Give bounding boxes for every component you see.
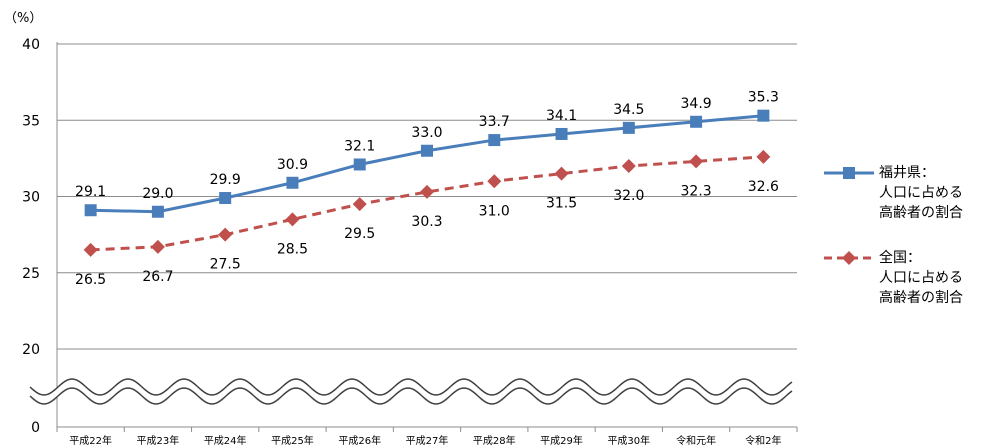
tick-labels: 0 20 25 30 35 40 平成22年 平成23年 平成24年 平成25年 平成26年 平成27…: [22, 37, 781, 447]
legend-label-line: 高齢者の割合: [879, 290, 963, 306]
data-point-diamond: [689, 154, 704, 169]
axis-break-line: [29, 387, 793, 405]
y-axis-unit-label: （%）: [4, 11, 42, 26]
y-tick-label: 25: [22, 266, 40, 282]
data-label: 34.9: [681, 96, 712, 112]
data-point-square: [690, 115, 703, 128]
x-tick-label: 平成30年: [607, 434, 650, 447]
data-label: 26.5: [75, 272, 106, 288]
data-label: 30.9: [277, 157, 308, 173]
legend-label-line: 人口に占める: [879, 185, 963, 201]
series-markers: [83, 109, 771, 257]
data-point-diamond: [352, 197, 367, 212]
data-point-square: [488, 134, 501, 147]
data-label: 29.1: [75, 184, 106, 200]
legend-swatch-diamond-icon: [824, 251, 874, 265]
data-point-diamond: [487, 174, 502, 189]
data-point-square: [421, 144, 433, 157]
x-tick-label: 令和2年: [745, 434, 781, 447]
data-point-diamond: [285, 212, 300, 227]
data-label: 32.3: [681, 183, 712, 199]
data-point-diamond: [83, 242, 98, 257]
data-label: 33.0: [411, 125, 442, 141]
legend-label-line: 全国：: [879, 250, 921, 266]
data-label: 27.5: [210, 257, 241, 273]
data-label: 26.7: [142, 269, 173, 285]
legend-swatch-square-icon: [824, 167, 874, 179]
data-point-square: [353, 158, 366, 171]
data-point-diamond: [621, 159, 636, 173]
data-label: 29.9: [210, 172, 241, 188]
data-label: 29.5: [344, 226, 375, 242]
data-label: 32.1: [344, 138, 375, 154]
y-tick-label: 35: [22, 113, 40, 129]
x-tick-label: 令和元年: [676, 434, 716, 447]
y-tick-label: 30: [22, 190, 40, 206]
x-tick-label: 平成29年: [540, 434, 583, 447]
data-label: 32.0: [613, 188, 644, 204]
x-tick-label: 平成22年: [69, 434, 112, 447]
data-label: 32.6: [748, 179, 779, 195]
data-point-diamond: [554, 166, 569, 181]
axis-break-line: [29, 378, 793, 396]
data-point-square: [219, 192, 232, 205]
data-label: 30.3: [411, 214, 442, 230]
legend-label-line: 高齢者の割合: [879, 205, 963, 221]
data-label: 31.0: [479, 203, 510, 219]
data-label: 31.5: [546, 196, 577, 212]
data-point-square: [286, 176, 299, 189]
data-point-diamond: [420, 184, 434, 199]
series-line-1: [90, 155, 764, 252]
axis-break-fill: [30, 379, 792, 404]
data-point-square: [151, 205, 164, 218]
data-label: 28.5: [277, 241, 308, 257]
data-label: 35.3: [748, 90, 779, 106]
y-tick-label: 0: [31, 420, 40, 436]
x-tick-label: 平成24年: [204, 434, 247, 447]
data-point-square: [84, 204, 97, 217]
data-point-square: [757, 109, 770, 122]
legend-label-line: 福井県：: [879, 165, 935, 181]
data-point-diamond: [150, 239, 165, 254]
data-point-diamond: [218, 227, 233, 242]
x-tick-label: 平成25年: [271, 434, 314, 447]
data-label: 34.1: [546, 108, 577, 124]
x-tick-label: 平成28年: [473, 434, 516, 447]
data-point-square: [555, 127, 568, 140]
axis-break-wave: [29, 378, 793, 405]
data-label: 33.7: [479, 114, 510, 130]
data-labels: 29.1 29.0 29.9 30.9 32.1 33.0 33.7 34.1 34.5 34.9…: [75, 90, 779, 288]
axes: [56, 42, 798, 432]
x-tick-label: 平成23年: [137, 434, 180, 447]
y-tick-label: 20: [22, 342, 40, 358]
x-tick-label: 平成27年: [406, 434, 449, 447]
data-label: 34.5: [613, 102, 644, 118]
data-point-square: [622, 121, 635, 134]
legend-label-line: 人口に占める: [879, 270, 963, 286]
y-tick-label: 40: [22, 37, 40, 53]
data-point-diamond: [756, 149, 771, 164]
x-tick-label: 平成26年: [338, 434, 381, 447]
data-label: 29.0: [142, 186, 173, 202]
